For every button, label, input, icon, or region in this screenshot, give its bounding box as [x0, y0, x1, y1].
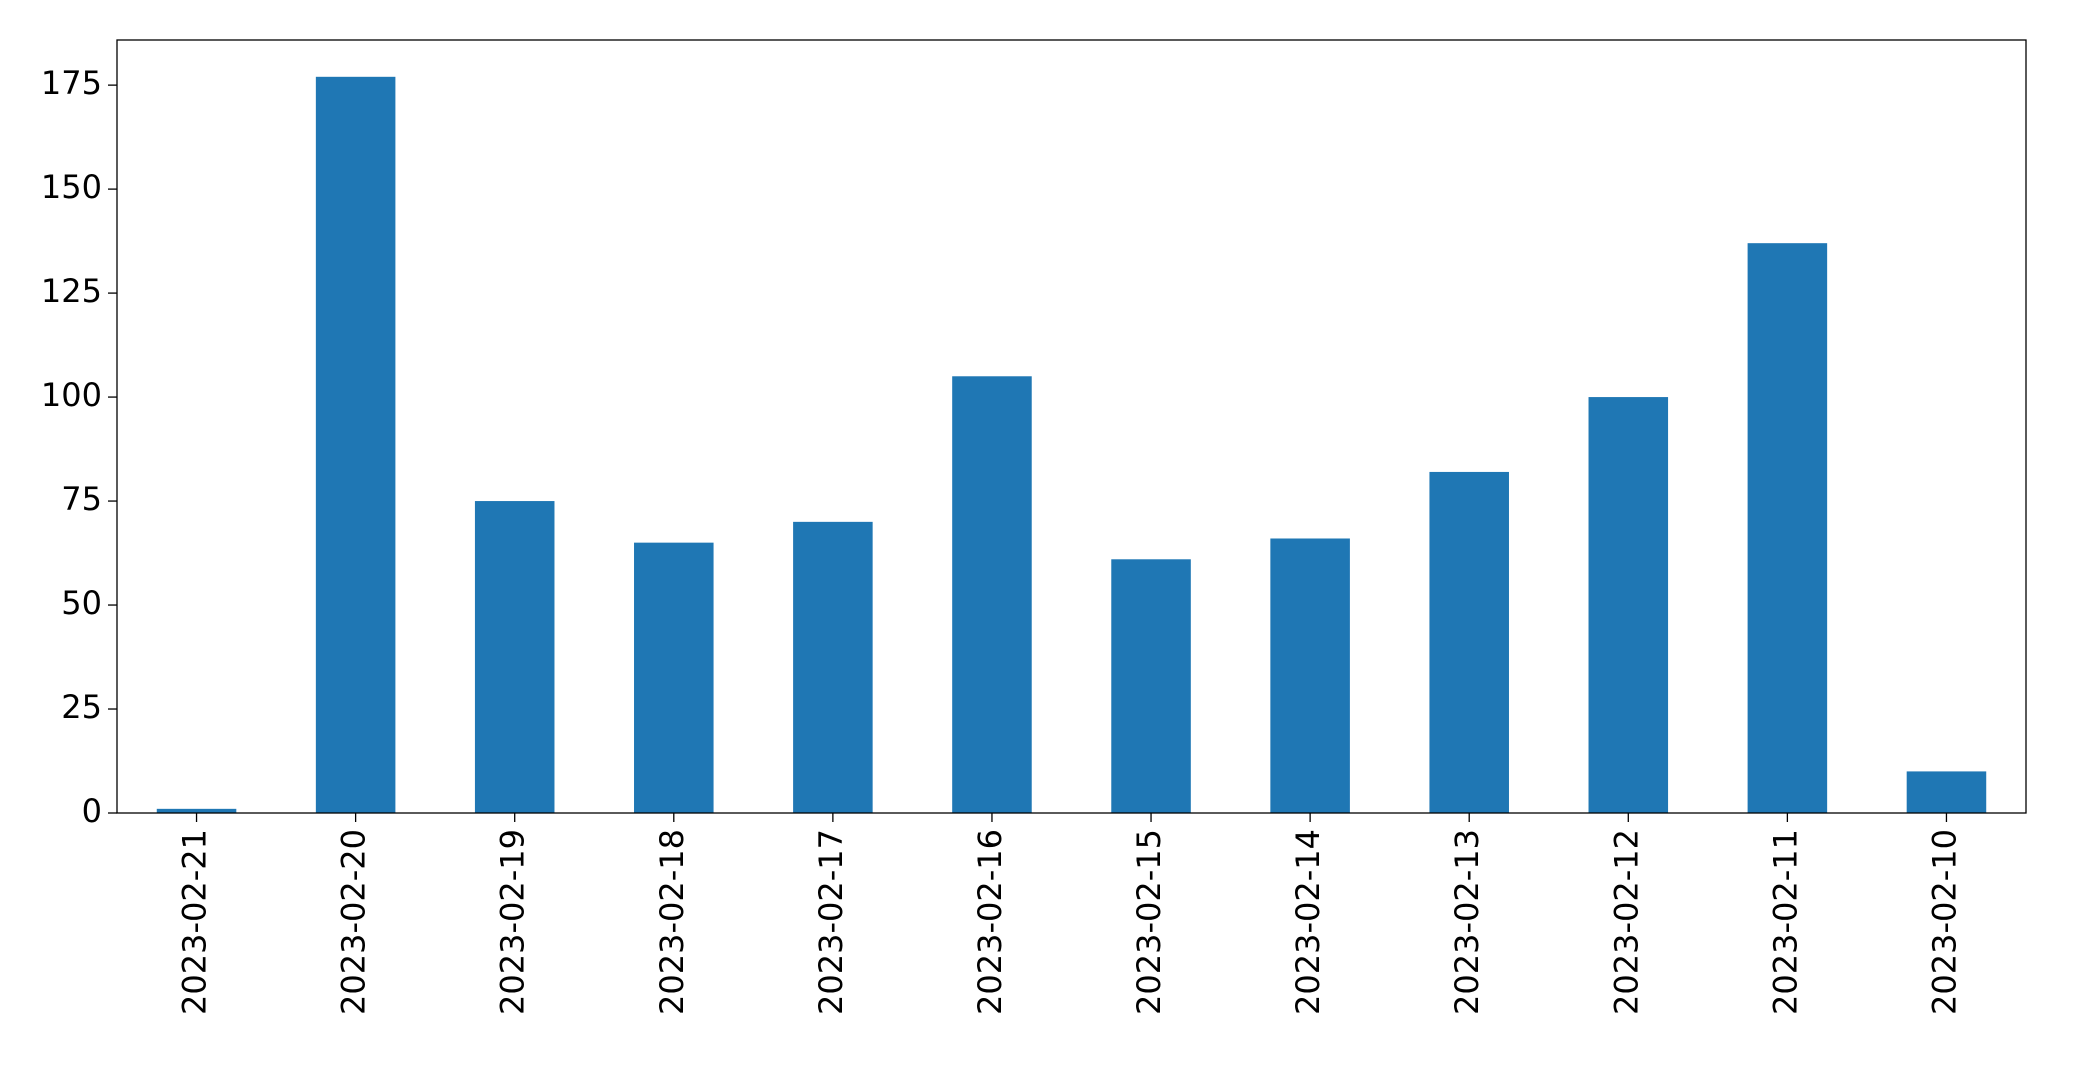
bar — [1906, 771, 1987, 813]
bar — [1588, 397, 1669, 813]
x-tick-label: 2023-02-12 — [1607, 829, 1645, 1015]
bar — [1747, 243, 1828, 814]
x-tick-label: 2023-02-11 — [1766, 829, 1804, 1015]
bar — [634, 542, 714, 813]
x-tick-label: 2023-02-14 — [1289, 829, 1327, 1015]
bar — [474, 501, 555, 813]
x-tick-label: 2023-02-18 — [653, 829, 691, 1015]
bar — [793, 521, 873, 813]
plot-frame — [116, 39, 2027, 814]
y-tick-label: 175 — [41, 64, 102, 102]
x-tick-label: 2023-02-20 — [335, 829, 373, 1015]
x-tick-label: 2023-02-15 — [1130, 829, 1168, 1015]
x-tick-label: 2023-02-17 — [812, 829, 850, 1015]
y-tick-label: 50 — [61, 584, 102, 622]
x-tick-label: 2023-02-16 — [971, 829, 1009, 1015]
y-tick-label: 25 — [61, 688, 102, 726]
bar — [1429, 471, 1509, 813]
x-tick-label: 2023-02-13 — [1448, 829, 1486, 1015]
bar — [1111, 559, 1191, 813]
bar — [952, 376, 1032, 813]
x-tick-label: 2023-02-10 — [1925, 829, 1963, 1015]
y-tick-label: 75 — [61, 480, 102, 518]
bar — [156, 808, 237, 813]
y-tick-label: 125 — [41, 272, 102, 310]
y-tick-label: 150 — [41, 168, 102, 206]
y-tick-label: 0 — [82, 792, 102, 830]
bar — [315, 76, 396, 814]
y-tick-label: 100 — [41, 376, 102, 414]
x-tick-label: 2023-02-21 — [176, 829, 214, 1015]
x-tick-label: 2023-02-19 — [494, 829, 532, 1015]
bar — [1270, 538, 1350, 813]
